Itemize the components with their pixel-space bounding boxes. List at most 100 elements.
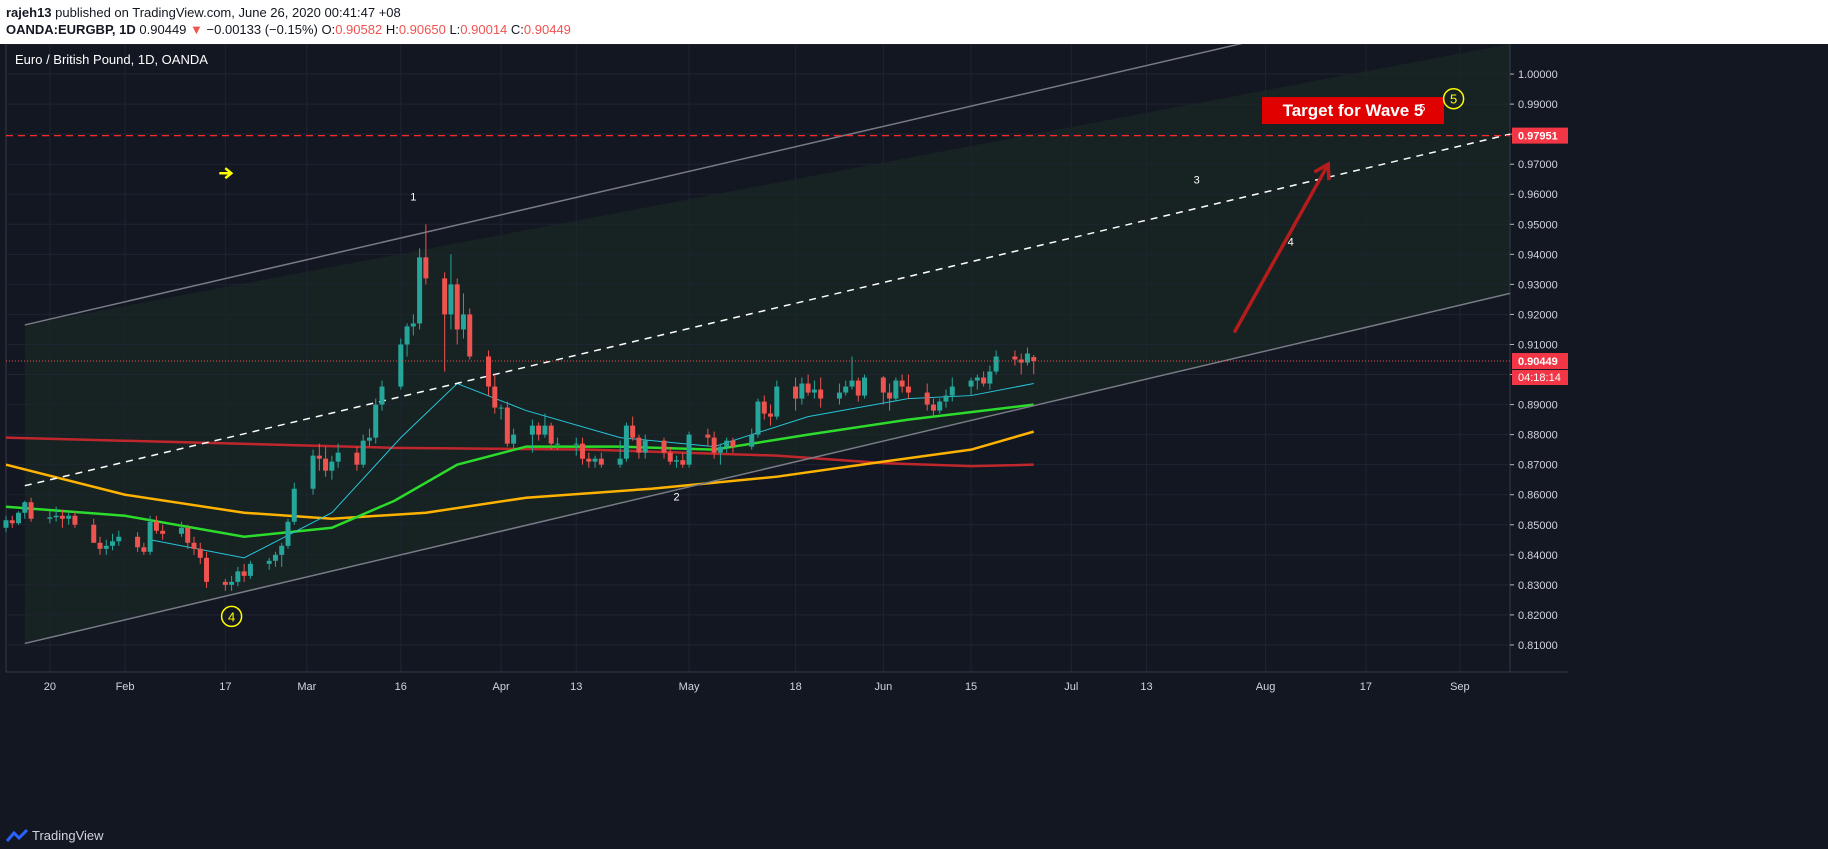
candle-body bbox=[486, 356, 492, 387]
candle-body bbox=[755, 401, 761, 435]
candle-body bbox=[9, 520, 15, 524]
footer-bar: TradingView bbox=[0, 821, 1828, 849]
candle-body bbox=[1031, 357, 1037, 362]
time-tick-label: Mar bbox=[297, 681, 316, 693]
candle-body bbox=[241, 571, 247, 576]
candle-body bbox=[110, 541, 116, 546]
candle-body bbox=[141, 547, 147, 552]
countdown-label: 04:18:14 bbox=[1518, 372, 1561, 384]
candle-body bbox=[366, 437, 372, 441]
time-tick-label: Jun bbox=[874, 681, 892, 693]
price-chart[interactable]: 1.000000.990000.980000.970000.960000.950… bbox=[0, 44, 1828, 821]
candle-body bbox=[930, 404, 936, 411]
candle-body bbox=[59, 515, 65, 519]
last-price-badge bbox=[1512, 353, 1568, 370]
time-tick-label: 17 bbox=[219, 681, 231, 693]
wave-circle bbox=[1442, 87, 1465, 110]
close-value: 0.90449 bbox=[523, 22, 571, 37]
candle-body bbox=[22, 502, 28, 513]
candle-body bbox=[705, 434, 711, 438]
wave-label: 4 bbox=[1288, 236, 1294, 248]
candle-body bbox=[573, 443, 579, 445]
low-label: L: bbox=[449, 22, 461, 37]
candle-body bbox=[310, 455, 316, 489]
price-tick-label: 0.95000 bbox=[1518, 219, 1558, 231]
candle-body bbox=[53, 515, 59, 518]
candle-body bbox=[360, 440, 366, 465]
candle-body bbox=[586, 458, 592, 462]
wave-label: 5 bbox=[1419, 103, 1425, 115]
time-tick-label: 17 bbox=[1360, 681, 1372, 693]
candle-body bbox=[47, 517, 53, 519]
time-tick-label: 13 bbox=[1140, 681, 1152, 693]
candle-body bbox=[266, 560, 272, 564]
tradingview-logo-icon bbox=[6, 829, 28, 842]
candle-body bbox=[843, 386, 849, 393]
time-tick-label: 13 bbox=[570, 681, 582, 693]
candle-body bbox=[103, 545, 109, 549]
candle-body bbox=[805, 383, 811, 393]
close-label: C: bbox=[510, 22, 524, 37]
candle-body bbox=[1024, 353, 1030, 363]
candle-body bbox=[855, 380, 861, 396]
candle-body bbox=[72, 515, 78, 525]
candle-body bbox=[949, 386, 955, 396]
candle-body bbox=[974, 377, 980, 381]
time-tick-label: Apr bbox=[493, 681, 510, 693]
price-tick-label: 0.88000 bbox=[1518, 430, 1558, 442]
candle-body bbox=[398, 344, 404, 387]
price-tick-label: 0.87000 bbox=[1518, 460, 1558, 472]
candle-body bbox=[467, 314, 473, 357]
price-tick-label: 1.00000 bbox=[1518, 69, 1558, 81]
candle-body bbox=[454, 284, 460, 330]
chart-title: Euro / British Pound, 1D, OANDA bbox=[15, 52, 208, 67]
high-value: 0.90650 bbox=[398, 22, 446, 37]
candle-body bbox=[511, 434, 517, 444]
candle-body bbox=[905, 386, 911, 393]
candle-body bbox=[153, 521, 159, 531]
price-tick-label: 0.83000 bbox=[1518, 580, 1558, 592]
candle-body bbox=[247, 563, 253, 576]
candle-body bbox=[291, 488, 297, 522]
symbol-label: OANDA:EURGBP, 1D bbox=[6, 22, 136, 37]
candle-body bbox=[554, 443, 560, 445]
price-tick-label: 0.86000 bbox=[1518, 490, 1558, 502]
arrowhead-icon bbox=[1313, 161, 1331, 181]
price-tick-label: 0.97000 bbox=[1518, 159, 1558, 171]
open-value: 0.90582 bbox=[335, 22, 383, 37]
candle-body bbox=[160, 530, 166, 534]
candle-body bbox=[617, 458, 623, 465]
candle-body bbox=[66, 515, 72, 519]
candle-body bbox=[642, 440, 648, 453]
candle-body bbox=[730, 440, 736, 447]
time-tick-label: Feb bbox=[116, 681, 135, 693]
candle-body bbox=[548, 425, 554, 444]
publish-info: rajeh13 published on TradingView.com, Ju… bbox=[6, 5, 401, 20]
channel-lower-line bbox=[24, 292, 1511, 645]
candle-body bbox=[423, 257, 429, 279]
candle-body bbox=[749, 434, 755, 447]
candle-body bbox=[191, 542, 197, 549]
candle-body bbox=[924, 392, 930, 405]
published-text: published on TradingView.com, June 26, 2… bbox=[51, 5, 401, 20]
price-tick-label: 0.81000 bbox=[1518, 640, 1558, 652]
candle-body bbox=[197, 548, 203, 558]
candle-body bbox=[135, 536, 141, 548]
candle-body bbox=[178, 527, 184, 534]
candle-body bbox=[943, 395, 949, 402]
candle-body bbox=[204, 557, 210, 582]
candle-body bbox=[623, 425, 629, 459]
target-price-label: 0.97951 bbox=[1518, 131, 1558, 143]
candle-body bbox=[686, 434, 692, 465]
candle-body bbox=[849, 380, 855, 387]
candle-body bbox=[185, 527, 191, 543]
candle-body bbox=[968, 380, 974, 387]
price-tick-label: 0.91000 bbox=[1518, 339, 1558, 351]
candle-body bbox=[981, 377, 987, 384]
footer-brand[interactable]: TradingView bbox=[32, 828, 104, 843]
candle-body bbox=[661, 440, 667, 453]
moving-average-orange bbox=[5, 430, 1035, 521]
candle-body bbox=[1012, 356, 1018, 360]
author-name[interactable]: rajeh13 bbox=[6, 5, 52, 20]
time-tick-label: Aug bbox=[1256, 681, 1276, 693]
